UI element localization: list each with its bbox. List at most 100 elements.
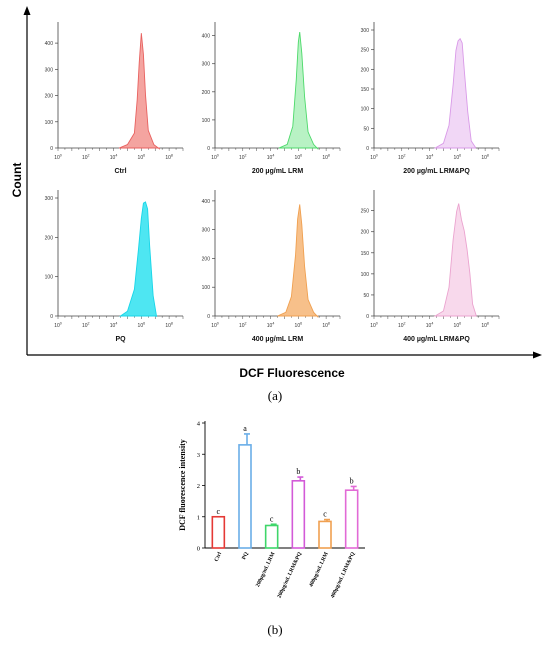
hist-y-tick-label: 400 [202, 199, 211, 205]
histogram-panel: 0 50 100 150 200 250 300 100 102 104 106 108 200 µg/… [361, 22, 500, 175]
bar-category-label: PQ [241, 551, 250, 561]
hist-y-tick-label: 100 [361, 272, 370, 278]
histogram-panel: 0 50 100 150 200 250 100 102 104 106 108 400 µg/mL … [361, 190, 500, 343]
hist-x-tick-label: 108 [481, 322, 489, 330]
hist-x-tick-label: 100 [211, 322, 219, 330]
hist-x-tick-label: 106 [454, 154, 462, 162]
hist-y-tick-label: 400 [45, 41, 54, 47]
histogram-area [433, 37, 476, 149]
hist-y-tick-label: 300 [45, 67, 54, 73]
hist-x-tick-label: 106 [295, 322, 303, 330]
significance-letter: c [323, 510, 327, 519]
hist-x-tick-label: 104 [267, 154, 275, 162]
significance-letter: c [217, 507, 221, 516]
hist-y-tick-label: 0 [207, 314, 210, 320]
histogram-label: 200 µg/mL LRM [252, 168, 304, 175]
histogram-area [433, 203, 477, 317]
hist-x-tick-label: 104 [110, 154, 118, 162]
hist-y-tick-label: 200 [45, 94, 54, 100]
bar-y-tick-label: 0 [197, 546, 200, 553]
hist-x-tick-label: 100 [370, 322, 378, 330]
panel-a-x-arrow [533, 351, 542, 359]
y-axis-title: Count [10, 163, 24, 198]
hist-y-tick-label: 200 [361, 230, 370, 236]
hist-y-tick-label: 150 [361, 87, 370, 93]
hist-y-tick-label: 300 [202, 228, 211, 234]
panel-a-label: (a) [268, 388, 282, 403]
hist-x-tick-label: 100 [370, 154, 378, 162]
hist-y-tick-label: 400 [202, 34, 211, 40]
hist-x-tick-label: 108 [322, 322, 330, 330]
hist-x-tick-label: 104 [426, 322, 434, 330]
hist-x-tick-label: 104 [426, 154, 434, 162]
hist-y-tick-label: 0 [50, 314, 53, 320]
hist-x-tick-label: 102 [398, 154, 406, 162]
x-axis-title: DCF Fluorescence [239, 366, 345, 380]
hist-y-tick-label: 100 [202, 285, 211, 291]
hist-y-tick-label: 300 [45, 196, 54, 202]
bar-category-label: 200μg/mL LRM [255, 551, 277, 589]
hist-x-tick-label: 108 [165, 154, 173, 162]
hist-x-tick-label: 100 [211, 154, 219, 162]
bar-category-label: Ctrl [214, 551, 224, 563]
hist-x-tick-label: 100 [54, 154, 62, 162]
bar-y-tick-label: 3 [197, 452, 200, 459]
hist-y-tick-label: 150 [361, 251, 370, 257]
histogram-area [119, 201, 158, 317]
histogram-label: Ctrl [114, 168, 126, 175]
hist-x-tick-label: 108 [322, 154, 330, 162]
hist-y-tick-label: 50 [363, 293, 369, 299]
hist-x-tick-label: 104 [267, 322, 275, 330]
bar-y-tick-label: 1 [197, 514, 200, 521]
hist-y-tick-label: 100 [45, 275, 54, 281]
hist-y-tick-label: 0 [50, 146, 53, 152]
hist-x-tick-label: 102 [239, 154, 247, 162]
hist-x-tick-label: 106 [295, 154, 303, 162]
hist-y-tick-label: 200 [45, 235, 54, 241]
hist-x-tick-label: 102 [82, 154, 90, 162]
hist-y-tick-label: 200 [202, 256, 211, 262]
panel-a-frame [23, 6, 542, 359]
hist-y-tick-label: 100 [45, 120, 54, 126]
hist-x-tick-label: 102 [398, 322, 406, 330]
hist-y-tick-label: 0 [366, 146, 369, 152]
hist-x-tick-label: 106 [454, 322, 462, 330]
bar-category-label: 400μg/mL LRM [308, 551, 330, 589]
histogram-label: 400 µg/mL LRM [252, 336, 304, 343]
bar [318, 520, 332, 549]
hist-y-tick-label: 50 [363, 126, 369, 132]
hist-x-tick-label: 102 [239, 322, 247, 330]
bar [291, 480, 306, 549]
bar [344, 489, 359, 549]
hist-y-tick-label: 0 [207, 146, 210, 152]
histogram-label: 200 µg/mL LRM&PQ [403, 168, 470, 175]
hist-y-tick-label: 100 [202, 118, 211, 124]
bar-y-axis-label: DCF fluorescence intensity [178, 439, 187, 531]
bar-y-tick-label: 4 [197, 421, 201, 428]
hist-x-tick-label: 106 [138, 322, 146, 330]
hist-x-tick-label: 108 [165, 322, 173, 330]
hist-y-tick-label: 250 [361, 48, 370, 54]
histogram-label: PQ [115, 336, 126, 343]
bar-category-label: 400μg/mL LRM&PQ [330, 551, 357, 600]
hist-x-tick-label: 106 [138, 154, 146, 162]
histogram-area [278, 31, 319, 150]
hist-x-tick-label: 102 [82, 322, 90, 330]
hist-x-tick-label: 104 [110, 322, 118, 330]
bar-y-tick-label: 2 [197, 483, 200, 490]
hist-y-tick-label: 0 [366, 314, 369, 320]
hist-y-tick-label: 250 [361, 209, 370, 215]
histogram-label: 400 µg/mL LRM&PQ [403, 336, 470, 343]
bar [211, 515, 226, 549]
bar [238, 444, 252, 549]
significance-letter: a [243, 424, 247, 433]
bar-chart: 0 1 2 3 4 DCF fluorescence intensity c Ctrl a PQ c… [178, 421, 365, 600]
hist-y-tick-label: 100 [361, 107, 370, 113]
hist-x-tick-label: 100 [54, 322, 62, 330]
histogram-area [118, 33, 160, 150]
